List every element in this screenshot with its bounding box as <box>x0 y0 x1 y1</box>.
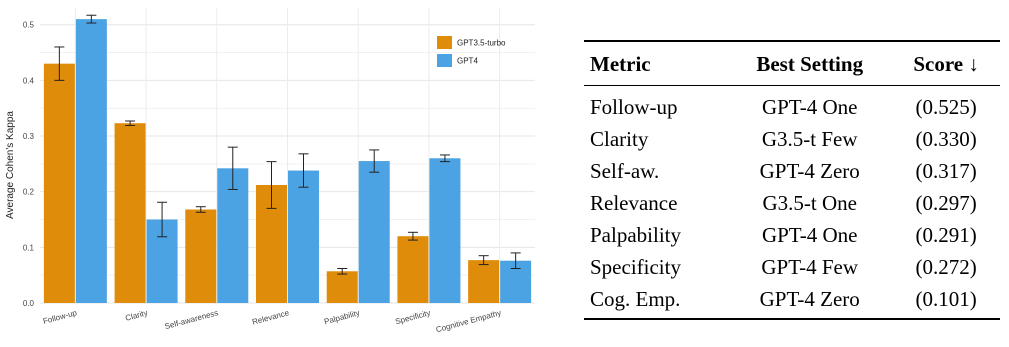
cell-setting: G3.5-t One <box>762 191 857 215</box>
legend-label-gpt4: GPT4 <box>457 57 478 66</box>
bar-gpt4 <box>217 168 249 303</box>
bar-gpt35 <box>114 123 146 303</box>
x-tick-label: Cognitive Empathy <box>435 308 502 334</box>
best-settings-table: Metric Best Setting Score ↓ Follow-up GP… <box>584 40 1000 320</box>
legend-swatch-gpt4 <box>437 54 452 67</box>
x-tick-label: Follow-up <box>42 308 78 326</box>
cell-metric: Cog. Emp. <box>584 283 728 320</box>
legend-swatch-gpt35 <box>437 36 452 49</box>
cell-setting: GPT-4 One <box>761 223 858 247</box>
cell-metric: Self-aw. <box>590 159 660 183</box>
bar-gpt35 <box>43 63 75 304</box>
table-row: Cog. Emp. GPT-4 Zero (0.101) <box>584 283 1000 320</box>
bar-gpt35 <box>468 260 500 303</box>
table-row: Follow-up GPT-4 One (0.525) <box>584 86 1000 124</box>
x-tick-label: Clarity <box>124 308 148 323</box>
table-row: Relevance G3.5-t One (0.297) <box>584 187 1000 219</box>
y-tick-label: 0.3 <box>23 132 35 141</box>
bar-gpt35 <box>185 209 217 303</box>
chart-grid <box>40 8 535 304</box>
chart-legend: GPT3.5-turbo GPT4 <box>437 36 506 67</box>
cell-score: (0.297) <box>915 191 977 215</box>
cell-metric: Palpability <box>590 223 681 247</box>
cell-setting: GPT-4 Zero <box>759 159 860 183</box>
bar-gpt35 <box>326 271 358 303</box>
table-row: Clarity G3.5-t Few (0.330) <box>584 123 1000 155</box>
y-axis-label: Average Cohen's Kappa <box>5 111 16 219</box>
y-tick-label: 0.5 <box>23 21 35 30</box>
x-tick-label: Relevance <box>251 308 290 327</box>
y-tick-label: 0.2 <box>23 188 35 197</box>
y-tick-label: 0.1 <box>23 243 35 252</box>
table-header-row: Metric Best Setting Score ↓ <box>584 40 1000 86</box>
legend-label-gpt35: GPT3.5-turbo <box>457 39 506 48</box>
cell-setting: GPT-4 One <box>761 95 858 119</box>
header-best-setting: Best Setting <box>727 40 893 86</box>
x-tick-label: Self-awareness <box>164 308 220 331</box>
cell-score: (0.291) <box>915 223 977 247</box>
cell-metric: Specificity <box>590 255 681 279</box>
chart-bars <box>43 14 532 304</box>
x-axis-ticks: Follow-up Clarity Self-awareness Relevance P… <box>42 308 502 334</box>
table-row: Palpability GPT-4 One (0.291) <box>584 219 1000 251</box>
cell-score: (0.101) <box>892 283 1000 320</box>
y-axis-ticks: 0.0 0.1 0.2 0.3 0.4 0.5 <box>23 21 35 308</box>
bar-gpt35 <box>397 236 429 303</box>
cell-metric: Relevance <box>590 191 678 215</box>
cell-score: (0.330) <box>915 127 977 151</box>
cell-setting: GPT-4 Few <box>761 255 859 279</box>
header-score: Score ↓ <box>892 40 1000 86</box>
table-row: Specificity GPT-4 Few (0.272) <box>584 251 1000 283</box>
bar-gpt4 <box>288 170 319 303</box>
cell-score: (0.272) <box>915 255 977 279</box>
cell-score: (0.525) <box>915 95 977 119</box>
x-tick-label: Specificity <box>394 308 431 326</box>
y-tick-label: 0.0 <box>23 299 35 308</box>
y-tick-label: 0.4 <box>23 76 35 85</box>
header-metric: Metric <box>584 40 728 86</box>
cell-metric: Clarity <box>590 127 649 151</box>
best-settings-table-container: Metric Best Setting Score ↓ Follow-up GP… <box>584 40 1000 320</box>
cell-setting: GPT-4 Zero <box>727 283 893 320</box>
bar-gpt4 <box>429 158 461 303</box>
bar-gpt4 <box>358 161 390 303</box>
bar-gpt4 <box>75 19 107 303</box>
cell-setting: G3.5-t Few <box>761 127 858 151</box>
table-row: Self-aw. GPT-4 Zero (0.317) <box>584 155 1000 187</box>
x-tick-label: Palpability <box>323 308 361 326</box>
cell-score: (0.317) <box>915 159 977 183</box>
bar-chart: 0.0 0.1 0.2 0.3 0.4 0.5 Follow-up Clarity Self-… <box>5 8 535 334</box>
cell-metric: Follow-up <box>590 95 678 119</box>
